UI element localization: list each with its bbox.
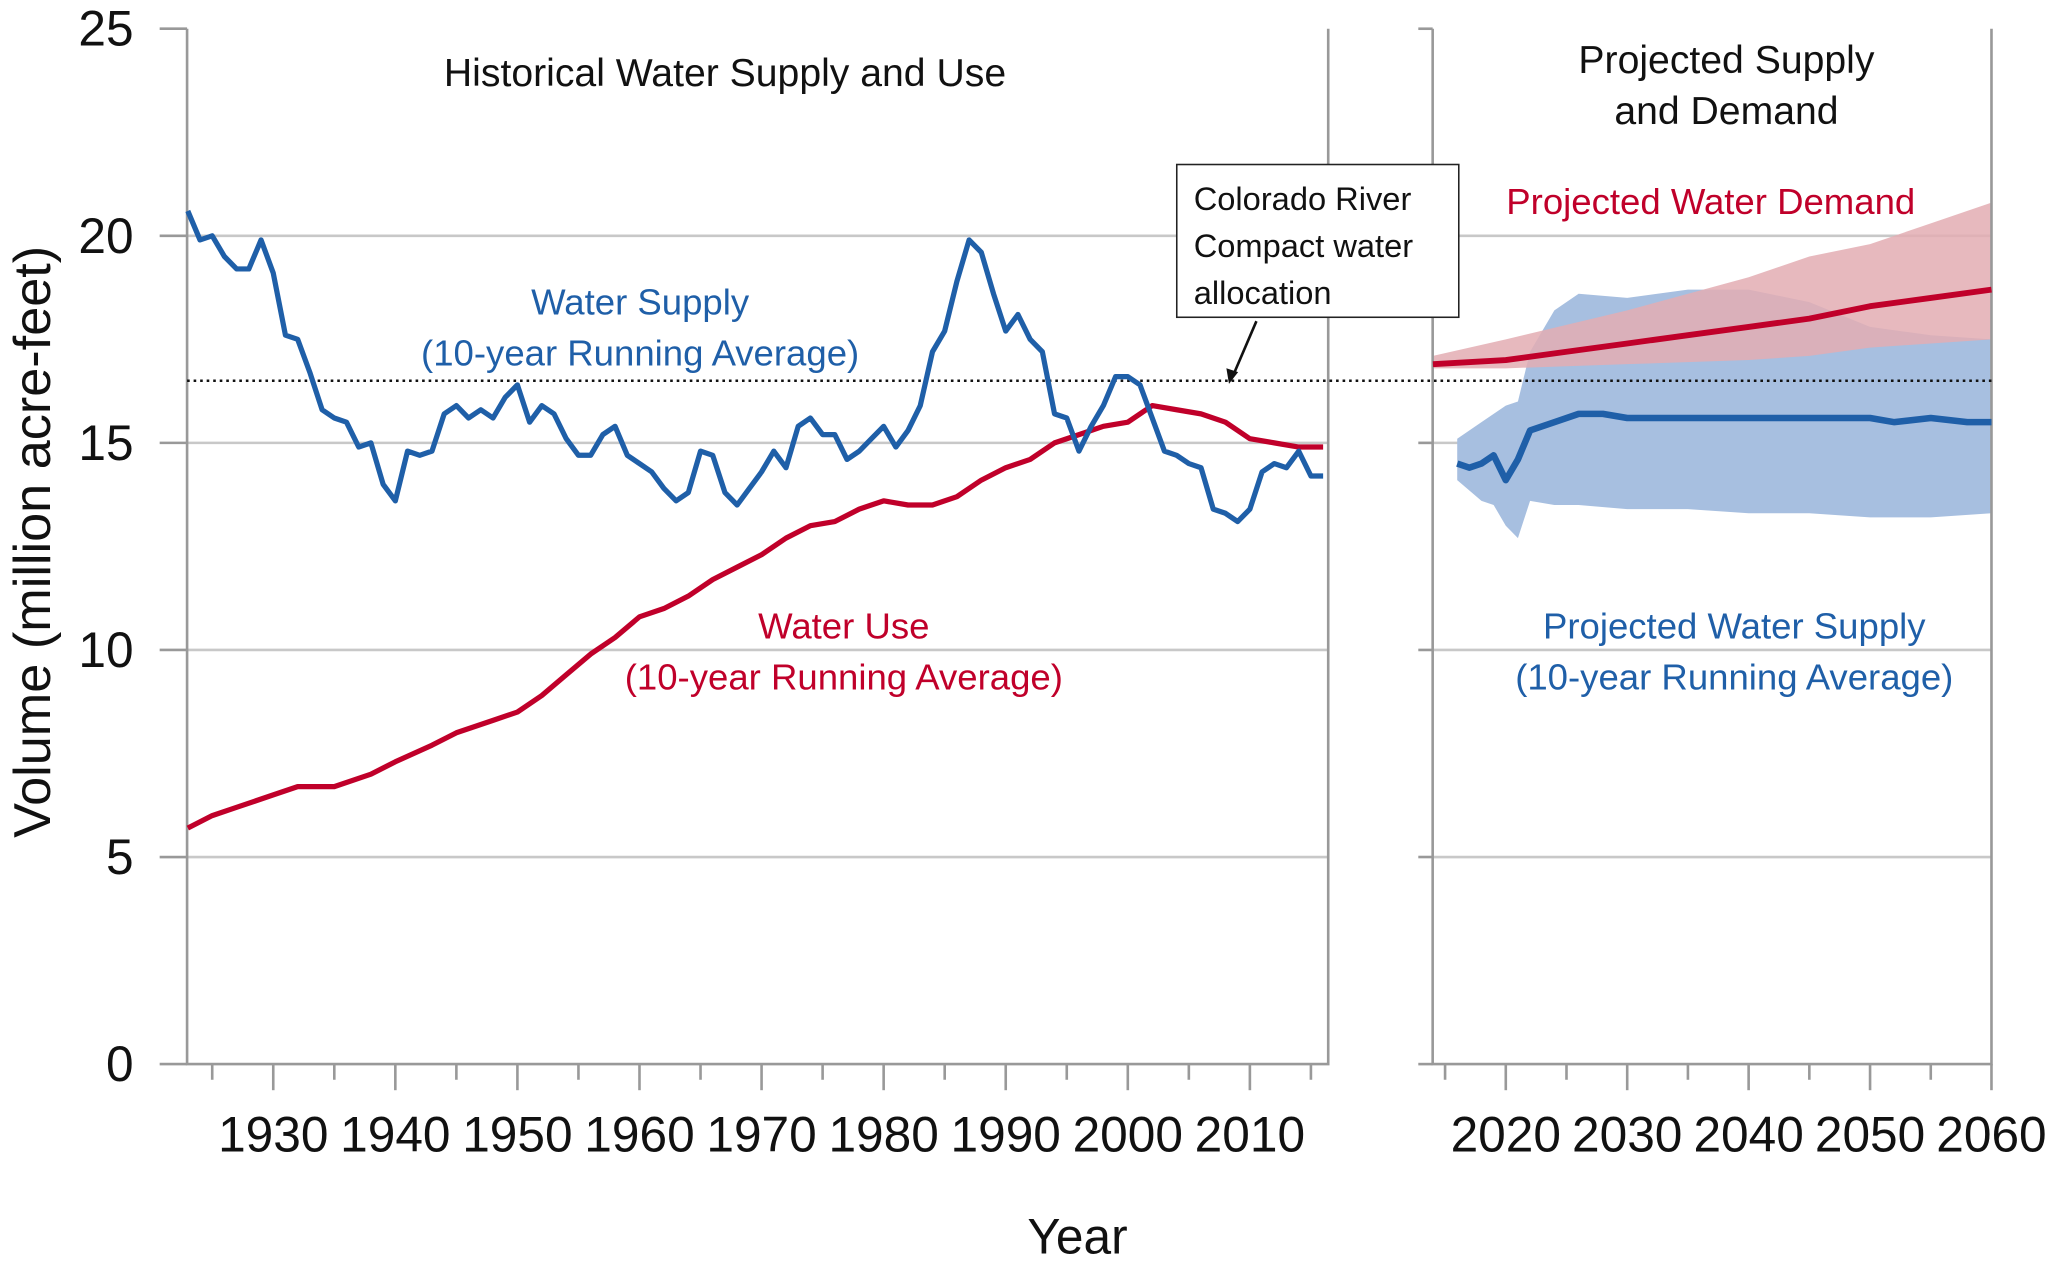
x-tick-label: 1930 <box>218 1107 328 1163</box>
projected-demand-line <box>1432 286 1992 368</box>
annotation-arrowhead <box>1226 368 1239 384</box>
annotation-box <box>1175 163 1460 319</box>
x-tick-label: 1990 <box>951 1107 1061 1163</box>
y-axis-label: Volume (million acre-feet) <box>4 246 62 838</box>
projected-demand-label: Projected Water Demand <box>1506 181 1915 222</box>
right-panel-title-line-2: and Demand <box>1614 90 1838 133</box>
x-tick-label: 2010 <box>1195 1107 1305 1163</box>
water-supply-line <box>185 209 1324 525</box>
uncertainty-bands <box>1432 202 1992 539</box>
right-panel-frame <box>1431 28 1993 1066</box>
y-tick-label: 20 <box>78 208 133 264</box>
x-tick-label: 2000 <box>1073 1107 1183 1163</box>
y-tick-label: 10 <box>78 622 133 678</box>
annotation-line-1: Colorado River <box>1194 180 1412 217</box>
left-panel-title: Historical Water Supply and Use <box>444 52 1006 95</box>
y-tick-label: 25 <box>78 1 133 57</box>
water-use-label-2: (10-year Running Average) <box>625 656 1063 697</box>
x-tick-label: 2020 <box>1451 1107 1561 1163</box>
annotation-line-2: Compact water <box>1194 227 1414 264</box>
annotation-arrow <box>1231 320 1258 377</box>
x-tick-label: 1940 <box>340 1107 450 1163</box>
panel-frames <box>185 28 1993 1066</box>
water-use-line <box>186 402 1324 831</box>
x-axis-label: Year <box>1027 1208 1127 1264</box>
x-tick-label: 1980 <box>828 1107 938 1163</box>
x-tick-label: 2040 <box>1693 1107 1803 1163</box>
x-tick-label: 2050 <box>1815 1107 1925 1163</box>
projected-supply-label-1: Projected Water Supply <box>1543 605 1926 646</box>
compact-annotation: Colorado River Compact water allocation <box>1175 163 1460 384</box>
x-tick-label: 2060 <box>1936 1107 2046 1163</box>
x-tick-label: 1970 <box>706 1107 816 1163</box>
x-tick-label: 1950 <box>462 1107 572 1163</box>
y-tick-label: 15 <box>78 415 133 471</box>
projected-supply-label-2: (10-year Running Average) <box>1515 656 1953 697</box>
water-supply-label-2: (10-year Running Average) <box>421 333 859 374</box>
x-tick-label: 2030 <box>1572 1107 1682 1163</box>
y-tick-label: 0 <box>106 1036 134 1092</box>
water-supply-label-1: Water Supply <box>531 282 750 323</box>
projected-supply-line <box>1456 410 1992 484</box>
right-panel-title-line-1: Projected Supply <box>1578 39 1874 82</box>
projected-demand-band <box>1432 202 1992 369</box>
water-use-label-1: Water Use <box>758 605 929 646</box>
x-tick-label: 1960 <box>584 1107 694 1163</box>
y-tick-label: 5 <box>106 829 134 885</box>
left-panel-frame <box>185 28 1330 1066</box>
annotation-line-3: allocation <box>1194 274 1332 311</box>
series-lines <box>185 209 1992 831</box>
